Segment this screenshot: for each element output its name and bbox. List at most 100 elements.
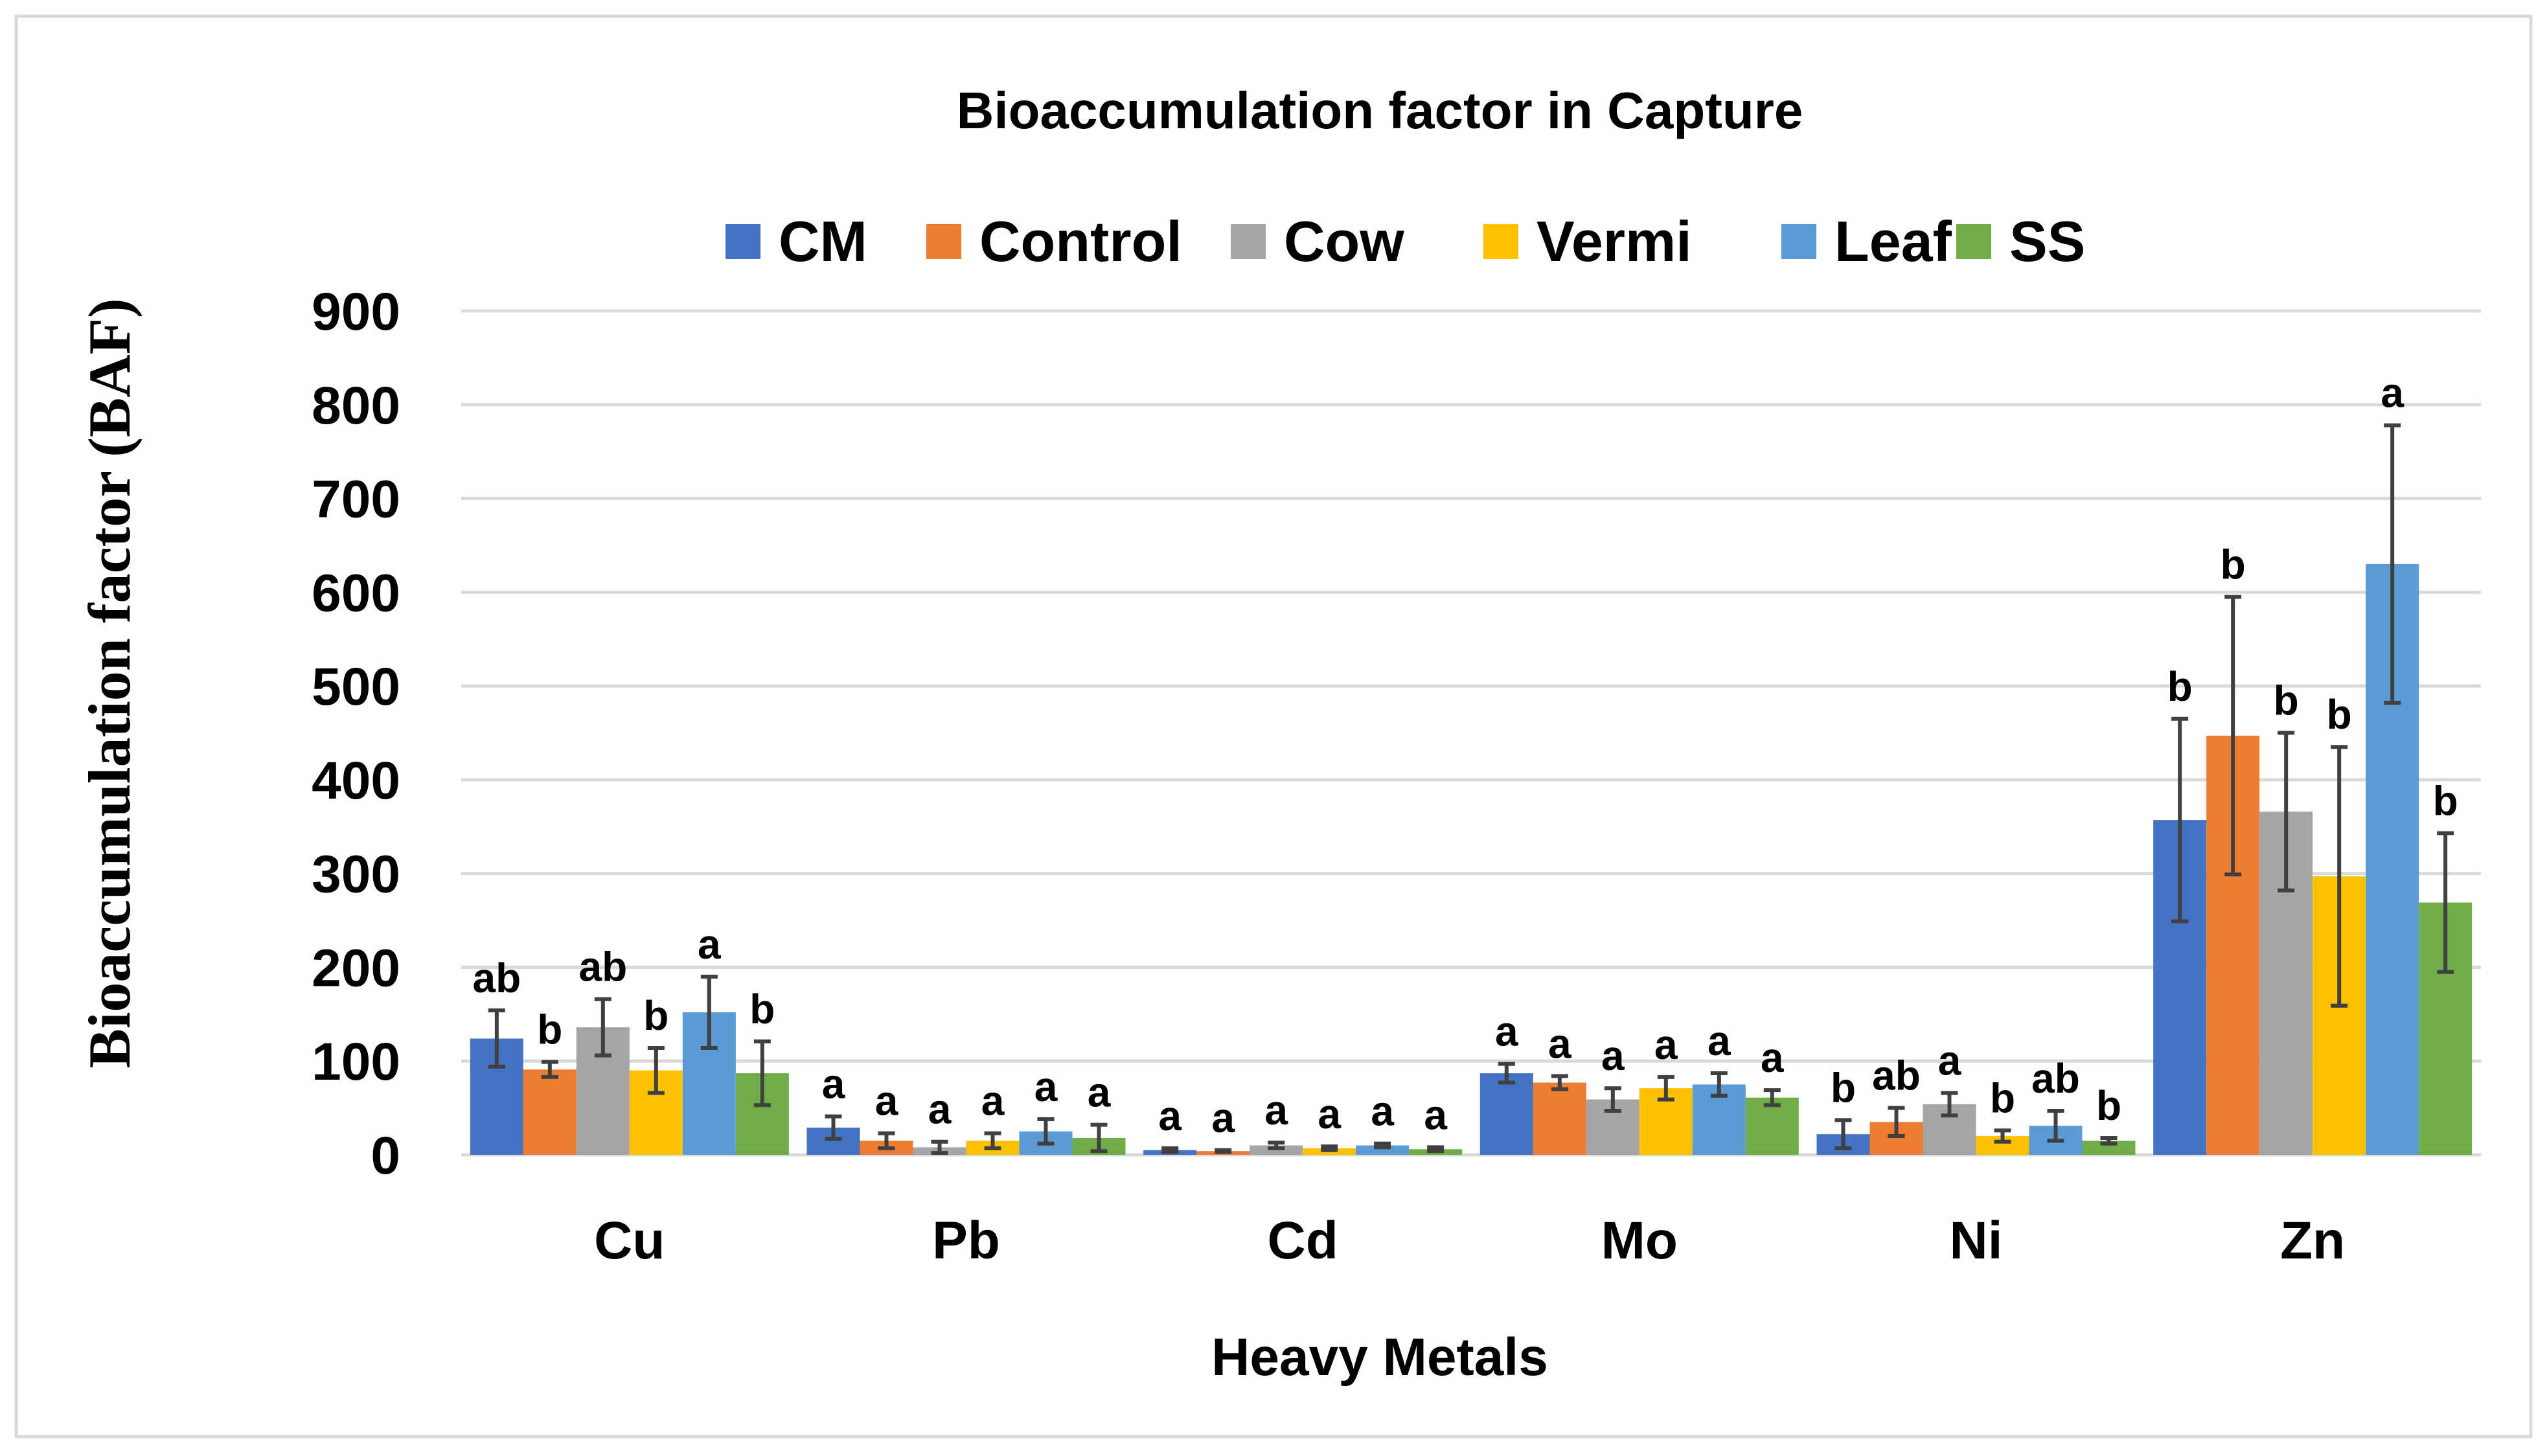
error-bar-ss-pb xyxy=(1090,1122,1108,1154)
error-bar-cm-cu xyxy=(488,1008,505,1069)
significance-label: b xyxy=(2096,1082,2121,1129)
error-bar-cm-mo xyxy=(1498,1062,1515,1085)
significance-label: a xyxy=(1495,1008,1518,1055)
legend-swatch xyxy=(1781,224,1816,259)
error-bar-cm-pb xyxy=(825,1114,842,1141)
y-tick-label: 100 xyxy=(312,1032,400,1091)
significance-label: a xyxy=(1938,1037,1961,1084)
error-bar-control-mo xyxy=(1551,1074,1568,1091)
error-bar-ss-zn xyxy=(2437,831,2454,974)
legend-label: Vermi xyxy=(1536,209,1692,273)
legend-item-ss: SS xyxy=(1956,209,2085,273)
legend-item-control: Control xyxy=(926,209,1182,273)
legend-swatch xyxy=(1231,224,1266,259)
legend: CM Control Cow Vermi Leaf SS xyxy=(725,209,2085,273)
significance-label: a xyxy=(698,921,721,968)
significance-label: b xyxy=(643,992,668,1039)
significance-label: b xyxy=(2433,777,2458,824)
x-tick-label-zn: Zn xyxy=(2280,1211,2345,1270)
significance-label: ab xyxy=(472,955,521,1001)
bar-ss-mo xyxy=(1745,1097,1799,1155)
x-tick-label-pb: Pb xyxy=(932,1211,1000,1270)
error-bar-control-cd xyxy=(1215,1148,1232,1154)
significance-label: b xyxy=(749,986,775,1032)
significance-label: a xyxy=(981,1078,1005,1124)
error-bar-leaf-cu xyxy=(700,974,718,1050)
significance-label: a xyxy=(1034,1064,1058,1110)
significance-label: a xyxy=(822,1061,845,1108)
legend-label: Control xyxy=(979,209,1182,273)
legend-label: Cow xyxy=(1284,209,1404,273)
significance-label: b xyxy=(2221,541,2246,588)
chart-frame xyxy=(14,14,2533,1439)
significance-label: ab xyxy=(1872,1052,1921,1099)
significance-label: a xyxy=(1424,1091,1447,1138)
legend-swatch xyxy=(725,224,760,259)
error-bar-vermi-zn xyxy=(2331,745,2348,1008)
error-bar-control-pb xyxy=(878,1131,895,1150)
error-bar-ss-mo xyxy=(1763,1088,1781,1108)
significance-label: a xyxy=(1158,1093,1182,1139)
significance-label: a xyxy=(2381,370,2404,416)
error-bar-ss-ni xyxy=(2100,1135,2118,1146)
significance-label: a xyxy=(1654,1021,1678,1068)
error-bar-cow-mo xyxy=(1604,1086,1621,1113)
error-bar-cow-pb xyxy=(931,1139,948,1155)
legend-item-leaf: Leaf xyxy=(1781,209,1952,273)
error-bar-leaf-ni xyxy=(2047,1108,2064,1143)
significance-label: ab xyxy=(578,944,627,990)
significance-label: a xyxy=(1708,1018,1731,1064)
error-bar-cm-zn xyxy=(2171,716,2189,924)
legend-item-cow: Cow xyxy=(1231,209,1404,273)
significance-label: b xyxy=(1831,1064,1856,1111)
x-tick-label-mo: Mo xyxy=(1601,1211,1678,1270)
error-bar-leaf-pb xyxy=(1037,1117,1055,1146)
y-tick-label: 600 xyxy=(312,563,400,622)
y-tick-label: 900 xyxy=(312,282,400,341)
significance-label: a xyxy=(1318,1091,1341,1137)
x-tick-label-cu: Cu xyxy=(594,1211,665,1270)
significance-label: b xyxy=(537,1007,562,1053)
y-tick-label: 300 xyxy=(312,845,400,904)
significance-label: b xyxy=(2274,677,2299,724)
bar-ss-ni xyxy=(2082,1141,2136,1155)
significance-label: a xyxy=(1761,1034,1784,1081)
significance-label: a xyxy=(928,1086,952,1133)
error-bar-cow-zn xyxy=(2278,731,2295,893)
significance-label: a xyxy=(1371,1088,1394,1135)
y-tick-label: 500 xyxy=(312,657,400,716)
legend-label: SS xyxy=(2009,209,2085,273)
chart-title: Bioaccumulation factor in Capture xyxy=(957,82,1803,139)
bar-leaf-cd xyxy=(1356,1145,1410,1155)
significance-label: a xyxy=(1211,1095,1235,1141)
y-tick-label: 400 xyxy=(312,751,400,810)
legend-swatch xyxy=(1956,224,1991,259)
x-axis-label: Heavy Metals xyxy=(1211,1328,1548,1387)
error-bar-leaf-cd xyxy=(1374,1141,1391,1150)
error-bar-leaf-zn xyxy=(2384,423,2401,705)
significance-label: b xyxy=(2327,691,2352,738)
y-axis-label: Bioaccumulation factor (BAF) xyxy=(76,298,143,1068)
error-bar-control-zn xyxy=(2224,595,2242,877)
error-bar-cm-ni xyxy=(1834,1118,1852,1150)
y-tick-label: 200 xyxy=(312,938,400,997)
significance-label: a xyxy=(875,1078,898,1124)
error-bar-vermi-cu xyxy=(647,1045,665,1095)
significance-label: a xyxy=(1088,1069,1111,1116)
legend-item-cm: CM xyxy=(725,209,867,273)
error-bar-vermi-cd xyxy=(1321,1144,1338,1152)
legend-swatch xyxy=(926,224,961,259)
bar-control-mo xyxy=(1533,1082,1586,1155)
error-bars xyxy=(488,423,2454,1155)
error-bar-vermi-mo xyxy=(1657,1075,1674,1102)
bar-control-cu xyxy=(523,1069,577,1155)
gridlines xyxy=(461,309,2481,1157)
significance-label: a xyxy=(1601,1032,1625,1079)
error-bar-control-cu xyxy=(541,1060,558,1079)
x-tick-label-ni: Ni xyxy=(1950,1211,2003,1270)
significance-label: a xyxy=(1264,1087,1288,1133)
significance-label: a xyxy=(1548,1020,1571,1067)
error-bar-vermi-pb xyxy=(984,1131,1001,1150)
